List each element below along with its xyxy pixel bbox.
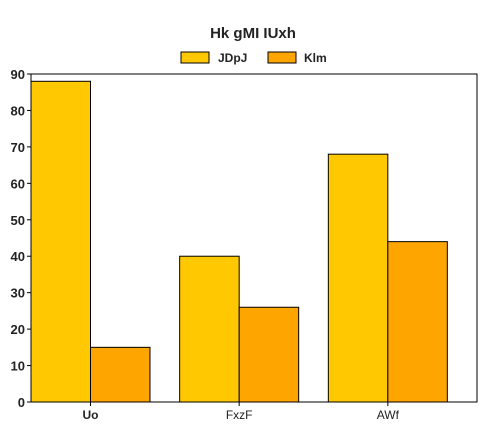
bar-klm-uo [90, 346, 151, 403]
legend-label-jdpj: JDpJ [218, 51, 247, 65]
bar-klm-awf [387, 241, 448, 403]
x-tick-label: AWf [377, 408, 400, 422]
legend: JDpJ Klm [180, 51, 327, 65]
y-axis: 0 10 20 30 40 50 60 70 80 90 [11, 67, 31, 410]
x-tick-label: Uo [83, 408, 99, 422]
y-tick-label: 20 [11, 322, 25, 337]
y-tick-label: 10 [11, 359, 25, 374]
x-tick-label: FxzF [226, 408, 253, 422]
y-tick-label: 0 [18, 395, 25, 410]
bar-jdpj-uo [30, 80, 91, 403]
y-tick-label: 40 [11, 249, 25, 264]
y-tick-label: 90 [11, 67, 25, 82]
y-tick-label: 70 [11, 140, 25, 155]
y-tick-label: 60 [11, 176, 25, 191]
y-tick-label: 80 [11, 103, 25, 118]
chart-title: Hk gMI IUxh [210, 25, 296, 42]
legend-swatch-klm [267, 51, 297, 64]
bar-jdpj-awf [327, 153, 389, 403]
legend-label-klm: Klm [304, 51, 327, 65]
plot-frame [30, 73, 478, 403]
bar-jdpj-fxzf [179, 255, 240, 403]
x-axis: Uo FxzF AWf [83, 402, 400, 422]
legend-swatch-jdpj [180, 51, 210, 64]
y-tick-label: 30 [11, 286, 25, 301]
bars [30, 80, 448, 403]
y-tick-label: 50 [11, 213, 25, 228]
bar-klm-fxzf [238, 306, 300, 403]
